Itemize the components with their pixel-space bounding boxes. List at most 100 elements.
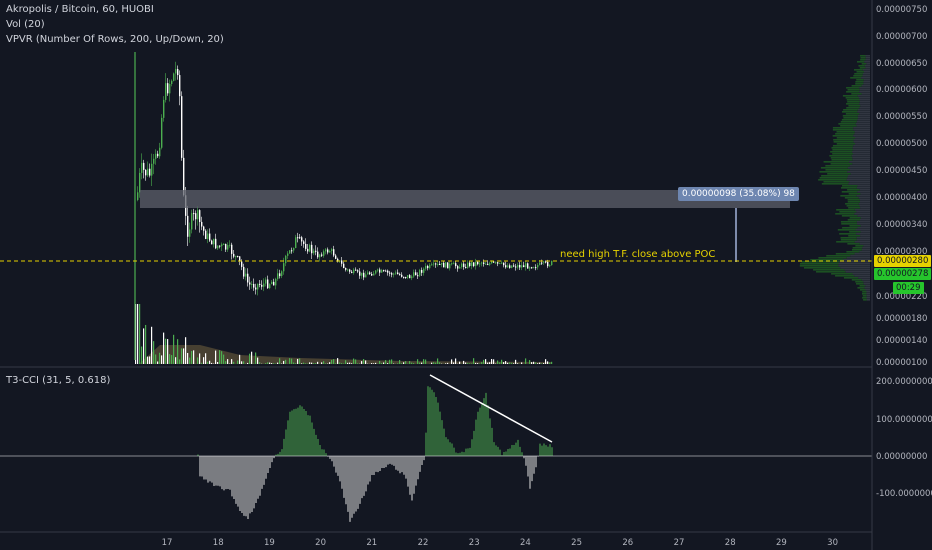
volume-bar xyxy=(171,355,173,364)
candle xyxy=(145,169,147,176)
time-tick-label: 18 xyxy=(213,538,224,548)
candle xyxy=(229,244,231,246)
vpvr-row-down xyxy=(856,121,870,123)
volume-bar xyxy=(333,359,335,364)
symbol-legend[interactable]: Akropolis / Bitcoin, 60, HUOBI xyxy=(6,4,154,15)
candle xyxy=(335,255,337,259)
price-tick-label: 0.00000180 xyxy=(876,314,927,324)
candle xyxy=(195,213,197,220)
vpvr-row-up xyxy=(832,127,854,129)
vpvr-legend[interactable]: VPVR (Number Of Rows, 200, Up/Down, 20) xyxy=(6,34,224,45)
vpvr-row-up xyxy=(846,87,860,89)
volume-bar xyxy=(477,363,479,364)
volume-bar xyxy=(165,338,167,364)
vpvr-row-up xyxy=(839,211,857,213)
volume-bar xyxy=(283,360,285,364)
volume-bar xyxy=(371,363,373,364)
vpvr-row-up xyxy=(841,111,858,113)
candle xyxy=(155,153,157,159)
volume-bar xyxy=(375,362,377,364)
candle xyxy=(275,278,277,286)
volume-bar xyxy=(163,332,165,364)
volume-bar xyxy=(411,362,413,364)
cci-legend[interactable]: T3-CCI (31, 5, 0.618) xyxy=(6,375,111,386)
volume-bar xyxy=(529,360,531,364)
price-axis[interactable]: 0.00000750 0.00000700 0.00000650 0.00000600… xyxy=(876,5,927,368)
volume-bar xyxy=(311,362,313,364)
price-tick-label: 0.00000300 xyxy=(876,247,927,257)
vpvr-row-down xyxy=(844,269,870,271)
volume-bar xyxy=(329,362,331,364)
vpvr-row-up xyxy=(863,299,867,301)
volume-bar xyxy=(451,359,453,364)
candle xyxy=(255,287,257,290)
volume-bar xyxy=(301,363,303,364)
candle xyxy=(403,276,405,278)
vpvr-row-up xyxy=(819,177,848,179)
volume-bar xyxy=(199,353,201,364)
time-axis[interactable]: 17 18 19 20 21 22 23 24 25 26 27 28 29 30 xyxy=(162,538,838,548)
volume-bar xyxy=(525,358,527,364)
volume-legend[interactable]: Vol (20) xyxy=(6,19,45,30)
vpvr-row-down xyxy=(865,55,870,57)
vpvr-row-up xyxy=(831,147,853,149)
candle xyxy=(249,282,251,285)
vpvr-row-up xyxy=(861,63,867,65)
volume-bar xyxy=(465,362,467,364)
vpvr-row-down xyxy=(858,203,870,205)
candle xyxy=(237,256,239,258)
vpvr-row-up xyxy=(840,221,857,223)
annotation-text[interactable]: need high T.F. close above POC xyxy=(560,249,716,260)
volume-bar xyxy=(417,359,419,364)
time-tick-label: 23 xyxy=(469,538,480,548)
volume-bar xyxy=(241,361,243,364)
volume-bar xyxy=(285,359,287,364)
vpvr-row-down xyxy=(857,119,870,121)
vpvr-row-down xyxy=(857,227,870,229)
vpvr-row-down xyxy=(860,235,870,237)
volume-bar xyxy=(391,359,393,364)
time-tick-label: 22 xyxy=(418,538,429,548)
vpvr-row-up xyxy=(818,179,847,181)
volume-bar xyxy=(215,350,217,364)
volume-bar xyxy=(345,360,347,364)
vpvr-row-down xyxy=(861,279,870,281)
volume-bar xyxy=(193,350,195,364)
vpvr-row-down xyxy=(857,109,870,111)
candle xyxy=(289,250,291,254)
vpvr-row-up xyxy=(846,91,860,93)
vpvr-row-down xyxy=(859,201,870,203)
vpvr-row-up xyxy=(843,277,859,279)
vpvr-row-up xyxy=(855,245,864,247)
volume-bar xyxy=(175,357,177,364)
vpvr-row-up xyxy=(846,103,860,105)
volume-bar xyxy=(207,361,209,364)
vpvr-row-down xyxy=(866,63,870,65)
volume-bar xyxy=(273,363,275,364)
vpvr-row-up xyxy=(820,167,848,169)
volume-bar xyxy=(507,362,509,364)
candle xyxy=(357,270,359,272)
candle xyxy=(159,147,161,157)
vpvr-row-up xyxy=(836,131,855,133)
candle xyxy=(325,249,327,252)
candle xyxy=(207,233,209,239)
volume-bar xyxy=(511,362,513,364)
candle xyxy=(277,273,279,279)
price-tick-label: 0.00000450 xyxy=(876,166,927,176)
candle xyxy=(239,256,241,262)
vpvr-row-up xyxy=(854,73,863,75)
vpvr-row-up xyxy=(849,217,861,219)
volume-bar xyxy=(485,359,487,364)
cci-axis[interactable]: 200.00000000 100.00000000 0.00000000 -100.0… xyxy=(876,377,932,499)
vpvr-row-up xyxy=(862,297,867,299)
volume-bar xyxy=(389,359,391,364)
vpvr-row-up xyxy=(842,115,858,117)
vpvr-row-up xyxy=(835,133,855,135)
candle xyxy=(307,248,309,252)
candle xyxy=(323,251,325,256)
candle xyxy=(529,267,531,269)
measure-range-box[interactable] xyxy=(140,190,790,208)
cci-trendline[interactable] xyxy=(429,374,553,443)
